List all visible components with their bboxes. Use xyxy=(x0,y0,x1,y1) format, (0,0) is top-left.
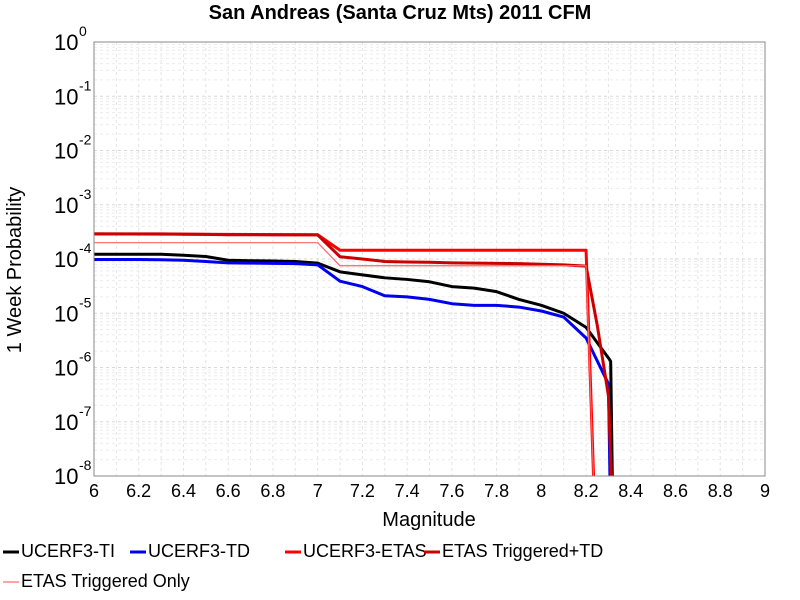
x-tick-label: 7 xyxy=(313,481,323,501)
series-line-ucerf3-td xyxy=(94,257,612,476)
legend-label: UCERF3-TI xyxy=(21,541,115,561)
x-tick-label: 8.8 xyxy=(708,481,733,501)
y-tick-label: 10 xyxy=(54,410,78,435)
x-tick-label: 9 xyxy=(760,481,770,501)
series-line-etas-triggered-only xyxy=(94,242,595,476)
x-tick-label: 8.4 xyxy=(618,481,643,501)
y-tick-exponent: -7 xyxy=(79,403,92,419)
x-tick-label: 6.8 xyxy=(260,481,285,501)
y-tick-label: 10 xyxy=(54,301,78,326)
y-tick-label: 10 xyxy=(54,193,78,218)
y-tick-label: 10 xyxy=(54,139,78,164)
y-tick-exponent: 0 xyxy=(79,23,87,39)
x-tick-label: 6.4 xyxy=(171,481,196,501)
x-tick-label: 8.2 xyxy=(574,481,599,501)
legend-label: ETAS Triggered Only xyxy=(21,571,190,591)
y-tick-label: 10 xyxy=(54,356,78,381)
grid xyxy=(93,42,766,477)
series-layer xyxy=(94,232,614,476)
legend: UCERF3-TI UCERF3-TD UCERF3-ETAS ETAS Trigge… xyxy=(3,541,603,591)
x-tick-label: 7.8 xyxy=(484,481,509,501)
x-tick-label: 6 xyxy=(89,481,99,501)
x-tick-label: 7.2 xyxy=(350,481,375,501)
plot-frame xyxy=(93,41,766,477)
y-tick-exponent: -5 xyxy=(79,294,92,310)
x-tick-label: 7.6 xyxy=(439,481,464,501)
y-tick-exponent: -8 xyxy=(79,457,92,473)
legend-label: UCERF3-ETAS xyxy=(303,541,427,561)
x-tick-label: 8 xyxy=(536,481,546,501)
x-tick-label: 7.4 xyxy=(395,481,420,501)
y-tick-exponent: -2 xyxy=(79,132,92,148)
y-tick-label: 10 xyxy=(54,464,78,489)
y-axis-label: 1 Week Probability xyxy=(4,187,26,353)
y-tick-exponent: -3 xyxy=(79,186,92,202)
series-line-etas-triggered-td xyxy=(94,232,613,476)
y-tick-exponent: -1 xyxy=(79,77,92,93)
legend-label: UCERF3-TD xyxy=(148,541,250,561)
series-line-ucerf3-ti xyxy=(94,252,614,476)
y-tick-label: 10 xyxy=(54,30,78,55)
x-tick-label: 6.6 xyxy=(216,481,241,501)
x-tick-labels: 6 6.2 6.4 6.6 6.8 7 7.2 7.4 7.6 7.8 8 8.2 8.4 8.6 8.8 9 xyxy=(89,481,770,501)
y-tick-label: 10 xyxy=(54,247,78,272)
chart-title: San Andreas (Santa Cruz Mts) 2011 CFM xyxy=(209,2,592,24)
y-tick-exponent: -6 xyxy=(79,349,92,365)
y-tick-exponent: -4 xyxy=(79,240,92,256)
legend-label: ETAS Triggered+TD xyxy=(442,541,603,561)
x-tick-label: 8.6 xyxy=(663,481,688,501)
x-tick-label: 6.2 xyxy=(126,481,151,501)
x-axis-label: Magnitude xyxy=(382,509,475,531)
y-tick-label: 10 xyxy=(54,84,78,109)
